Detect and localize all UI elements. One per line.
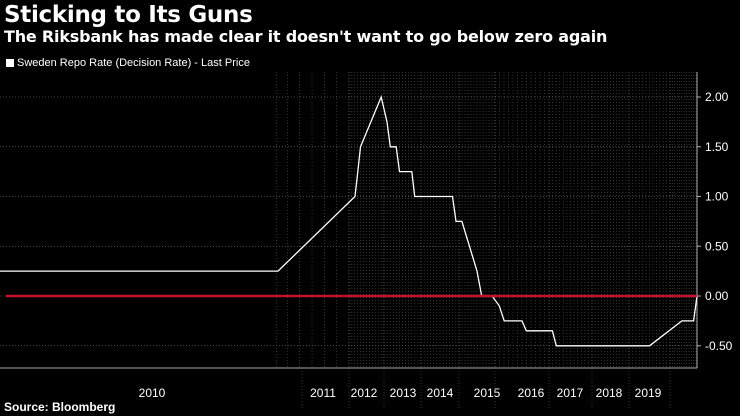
x-tick-label: 2012 (351, 386, 378, 400)
y-axis: 2.00 1.50 1.00 0.50 0.00 -0.50 (696, 72, 733, 368)
x-tick-label: 2013 (390, 386, 417, 400)
y-tick-label: 1.00 (705, 190, 729, 204)
x-tick-label: 2019 (635, 386, 662, 400)
series-layer (0, 94, 698, 347)
grid (0, 72, 697, 368)
y-tick-label: -0.50 (705, 339, 733, 353)
x-tick-label: 2017 (557, 386, 584, 400)
x-tick-label: 2016 (518, 386, 545, 400)
chart-subtitle: The Riksbank has made clear it doesn't w… (4, 27, 608, 46)
x-tick-label: 2011 (310, 386, 336, 400)
y-tick-label: 2.00 (705, 90, 729, 104)
y-tick-label: 0.50 (705, 239, 729, 253)
x-tick-label: 2010 (139, 386, 166, 400)
x-tick-label: 2014 (427, 386, 454, 400)
y-tick-label: 1.50 (705, 140, 729, 154)
legend-label: Sweden Repo Rate (Decision Rate) - Last … (17, 57, 250, 69)
x-axis: 2010 2011 2012 2013 2014 2015 2016 2017 2018 2019 (0, 367, 697, 408)
x-tick-label: 2018 (596, 386, 623, 400)
chart-title: Sticking to Its Guns (4, 2, 253, 28)
y-tick-label: 0.00 (705, 289, 729, 303)
series-line (0, 94, 698, 347)
x-tick-label: 2015 (474, 386, 501, 400)
legend-swatch (6, 59, 14, 67)
legend: Sweden Repo Rate (Decision Rate) - Last … (6, 57, 250, 69)
source-note: Source: Bloomberg (4, 400, 116, 414)
